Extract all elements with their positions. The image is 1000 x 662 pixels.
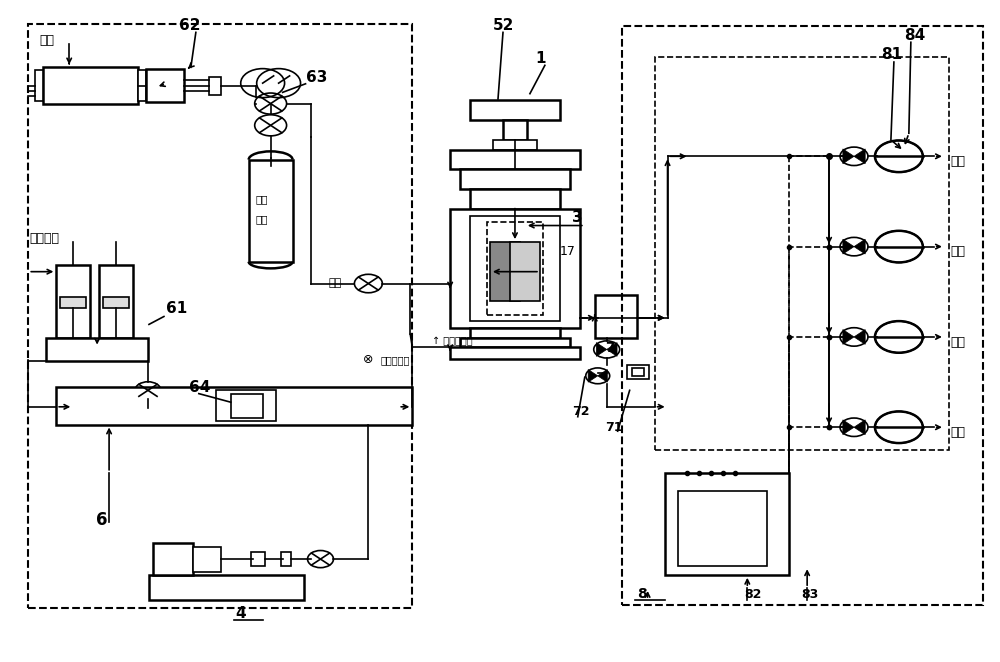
Polygon shape [596, 343, 607, 356]
Text: 1: 1 [535, 52, 545, 66]
Text: 62: 62 [179, 19, 200, 33]
Bar [460, 169, 570, 189]
Text: 氦气: 氦气 [256, 214, 268, 224]
Bar [46, 338, 148, 361]
Text: 7: 7 [605, 341, 614, 355]
Bar [490, 242, 520, 301]
Polygon shape [598, 369, 607, 382]
Bar [209, 77, 221, 95]
Bar [655, 58, 949, 449]
Polygon shape [854, 239, 865, 254]
Text: 排气: 排气 [951, 245, 966, 258]
Polygon shape [843, 420, 854, 435]
Polygon shape [843, 239, 854, 254]
Text: 17: 17 [560, 245, 576, 258]
Bar [678, 491, 767, 567]
Text: ↑ 气体出口端: ↑ 气体出口端 [432, 336, 473, 346]
Bar [487, 222, 543, 314]
Bar [35, 70, 43, 101]
Bar [470, 100, 560, 120]
Bar [627, 365, 649, 379]
Text: 排气: 排气 [951, 426, 966, 439]
Text: 压缩空气: 压缩空气 [29, 232, 59, 245]
Text: 82: 82 [744, 588, 762, 601]
Bar [470, 328, 560, 338]
Text: 阀门: 阀门 [328, 278, 342, 288]
Text: ⊗: ⊗ [362, 354, 373, 366]
Text: 气体入口端: 气体入口端 [380, 355, 410, 365]
Polygon shape [607, 343, 617, 356]
Text: 排气: 排气 [951, 336, 966, 348]
Bar [450, 150, 580, 169]
Bar [251, 552, 265, 567]
Bar [665, 473, 789, 575]
Bar [28, 24, 412, 608]
Bar [450, 348, 580, 359]
Polygon shape [854, 149, 865, 164]
Text: 84: 84 [904, 28, 925, 42]
Polygon shape [854, 330, 865, 344]
Bar [510, 242, 540, 301]
Bar [231, 394, 263, 418]
Bar [146, 69, 184, 101]
Bar [56, 387, 412, 424]
Text: 83: 83 [801, 588, 818, 601]
Text: 81: 81 [881, 48, 902, 62]
Text: 6: 6 [96, 512, 108, 530]
Bar [56, 265, 90, 338]
Bar [460, 338, 570, 348]
Polygon shape [854, 420, 865, 435]
Bar [470, 216, 560, 321]
Text: 氦气: 氦气 [39, 34, 54, 47]
Bar [149, 575, 304, 600]
Text: 52: 52 [493, 19, 514, 33]
Bar [138, 70, 146, 101]
Bar [103, 297, 129, 308]
Text: 4: 4 [236, 606, 246, 621]
Bar [281, 552, 291, 567]
Polygon shape [588, 369, 598, 382]
Bar [632, 368, 644, 376]
Text: 63: 63 [306, 70, 327, 85]
Bar [503, 120, 527, 140]
Bar [153, 544, 193, 575]
Text: 71: 71 [605, 421, 622, 434]
Text: 61: 61 [166, 301, 187, 316]
Polygon shape [843, 149, 854, 164]
Text: 排气: 排气 [951, 155, 966, 168]
Text: 3: 3 [572, 211, 582, 225]
Bar [99, 265, 133, 338]
Text: 8: 8 [638, 587, 647, 601]
Bar [622, 26, 983, 604]
Text: 高压: 高压 [256, 195, 268, 205]
Bar [193, 547, 221, 571]
Polygon shape [843, 330, 854, 344]
Bar [493, 140, 537, 150]
Bar [216, 391, 276, 421]
Bar [249, 160, 293, 261]
Text: 72: 72 [572, 404, 589, 418]
Bar [470, 189, 560, 209]
Bar [60, 297, 86, 308]
Bar [450, 209, 580, 328]
Bar [43, 68, 138, 103]
Bar [595, 295, 637, 338]
Text: 64: 64 [189, 379, 210, 395]
